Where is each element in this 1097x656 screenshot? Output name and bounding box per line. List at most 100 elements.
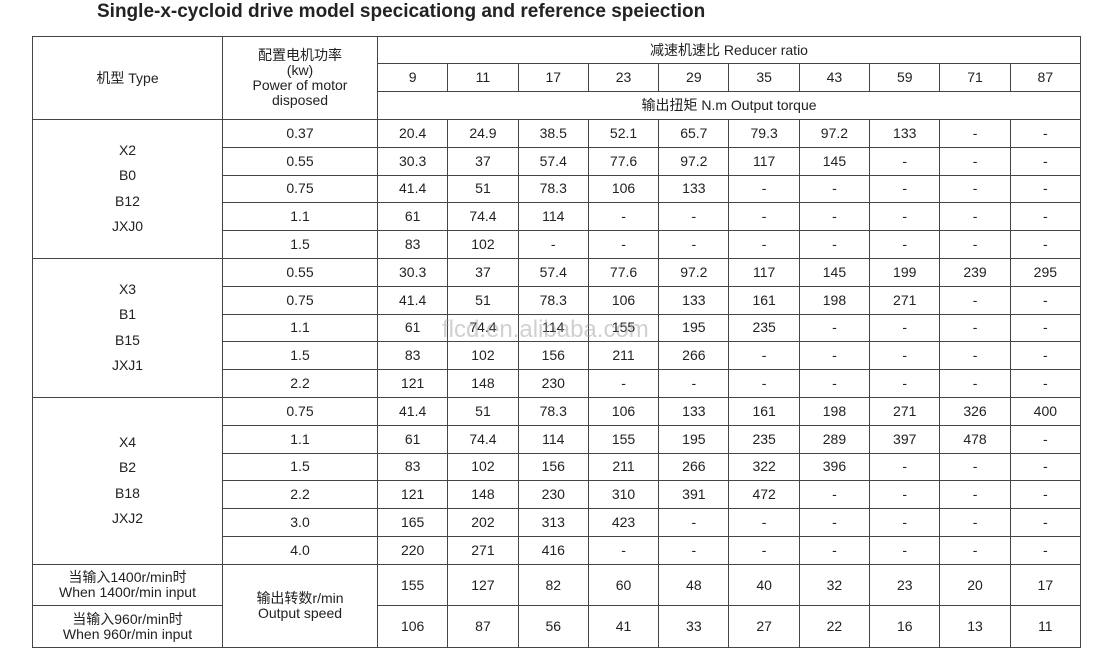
table-row: 输出扭矩 N.m Output torque: [33, 91, 1081, 120]
speed-input: 当输入960r/min时 When 960r/min input: [32, 605, 223, 648]
speed: 127: [447, 563, 519, 607]
torque: -: [869, 369, 941, 398]
speed: 155: [376, 563, 449, 607]
torque: -: [869, 146, 941, 176]
table-row: 1.1 61 74.4 114 155 195 235- - - -: [33, 313, 1082, 343]
models-line: B0: [118, 167, 137, 184]
ratio: 17: [517, 63, 589, 92]
torque: -: [728, 202, 800, 232]
torque: 202: [447, 508, 519, 537]
torque: 211: [587, 341, 660, 371]
models-line: JXJ2: [111, 510, 144, 527]
torque: 198: [798, 285, 871, 315]
torque: -: [939, 508, 1011, 537]
spec-table: 机型 Type 配置电机功率 (kw) Power of motor disposed 减…: [32, 36, 1082, 648]
torque: 271: [869, 396, 941, 426]
torque: 97.2: [658, 146, 730, 176]
torque: -: [798, 202, 871, 232]
torque: 145: [798, 146, 871, 176]
torque: 211: [587, 452, 660, 482]
torque: 148: [447, 369, 519, 398]
models: X4 B2 B18 JXJ2: [32, 396, 223, 565]
torque: -: [798, 480, 871, 510]
speed: 87: [447, 605, 519, 648]
torque: 102: [447, 341, 519, 371]
torque: -: [1009, 119, 1082, 148]
torque: 61: [376, 424, 449, 454]
torque: 133: [658, 285, 730, 315]
ratio: 29: [658, 63, 730, 92]
torque: 266: [658, 341, 730, 371]
torque: 145: [798, 257, 871, 287]
torque: -: [798, 230, 871, 259]
power: 4.0: [222, 535, 378, 565]
table-row: 2.2 121 148 230- - - - - - -: [33, 369, 1082, 398]
speed-header-line: Output speed: [257, 604, 343, 621]
torque: 51: [447, 174, 519, 204]
torque: 478: [939, 424, 1011, 454]
table-row: 1.5 83 102- - - - - - - -: [33, 230, 1082, 259]
speed: 27: [728, 605, 800, 648]
table-row: X4 B2 B18 JXJ2 0.75 41.4 51 78.3 106 133 161 198 271…: [32, 396, 1082, 565]
torque: 266: [658, 452, 730, 482]
torque: -: [869, 508, 941, 537]
torque: 400: [1009, 396, 1082, 426]
torque: -: [869, 174, 941, 204]
models-line: JXJ1: [111, 357, 144, 374]
power: 0.75: [222, 174, 378, 204]
power-header-line: (kw): [286, 62, 314, 78]
torque: 51: [447, 285, 519, 315]
torque: -: [798, 508, 871, 537]
torque: 155: [587, 313, 660, 343]
torque: 198: [798, 396, 871, 426]
torque: 61: [376, 313, 449, 343]
ratio-header: 减速机速比 Reducer ratio: [377, 36, 1081, 64]
speed: 17: [1009, 563, 1082, 607]
torque: 57.4: [517, 146, 589, 176]
torque: 195: [658, 313, 730, 343]
torque: -: [517, 230, 589, 259]
torque: -: [658, 369, 730, 398]
models-line: B15: [115, 331, 140, 348]
speed: 11: [1009, 605, 1082, 648]
power: 1.5: [222, 452, 378, 482]
torque: 121: [376, 369, 449, 398]
torque: -: [869, 535, 941, 565]
torque: 78.3: [517, 285, 589, 315]
torque: 37: [447, 257, 519, 287]
torque: 61: [376, 202, 449, 232]
torque: -: [939, 285, 1011, 315]
torque: -: [869, 230, 941, 259]
torque: -: [939, 535, 1011, 565]
models-line: B2: [118, 459, 137, 476]
torque: 133: [869, 119, 941, 148]
torque: 74.4: [447, 202, 519, 232]
ratio: 11: [447, 63, 519, 92]
speed: 32: [798, 563, 871, 607]
torque: 235: [728, 424, 800, 454]
ratio: 59: [869, 63, 941, 92]
models-line: JXJ0: [111, 218, 144, 235]
page-title: Single-x-cycloid drive model specication…: [97, 1, 706, 22]
torque: -: [939, 452, 1011, 482]
torque: -: [1009, 452, 1082, 482]
power: 0.75: [222, 396, 378, 426]
power: 1.5: [222, 341, 378, 371]
torque: 30.3: [376, 257, 449, 287]
torque: 74.4: [447, 313, 519, 343]
torque: 20.4: [376, 119, 449, 148]
torque: -: [869, 480, 941, 510]
torque: 83: [376, 452, 449, 482]
models-line: B12: [115, 192, 140, 209]
table-row: 1.5 83 102 156 211 266- - - - -: [33, 341, 1082, 371]
torque: -: [798, 174, 871, 204]
torque: 83: [376, 230, 449, 259]
models-line: X3: [118, 280, 137, 297]
torque: 37: [447, 146, 519, 176]
table-row: 1.5 83 102 156 211 266 322 396- - -: [33, 452, 1082, 482]
torque: -: [1009, 369, 1082, 398]
speed: 23: [869, 563, 941, 607]
torque: 133: [658, 174, 730, 204]
torque: -: [658, 230, 730, 259]
